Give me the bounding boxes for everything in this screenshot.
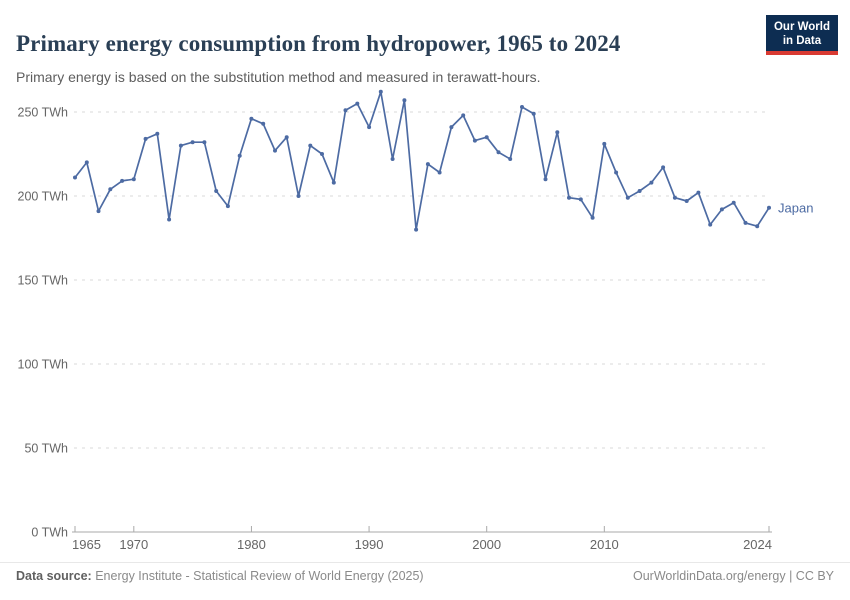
data-point <box>543 177 548 182</box>
y-axis-tick-label: 200 TWh <box>18 190 69 204</box>
data-point <box>437 170 442 175</box>
data-point <box>708 222 713 227</box>
data-point <box>484 135 489 140</box>
y-axis-tick-label: 150 TWh <box>18 274 69 288</box>
owid-logo-line2: in Data <box>782 35 822 47</box>
data-point <box>120 178 125 183</box>
data-point <box>461 113 466 118</box>
page-title: Primary energy consumption from hydropow… <box>16 31 621 57</box>
data-point <box>590 215 595 220</box>
data-point <box>637 189 642 193</box>
line-chart-canvas: 0 TWh 50 TWh 100 TWh 150 TWh 200 TWh 250 TWh 1… <box>18 89 813 552</box>
x-axis-tick-label: 1965 <box>72 537 101 552</box>
data-point <box>402 98 407 103</box>
footer-divider <box>0 562 850 563</box>
data-point <box>625 195 630 200</box>
data-point <box>496 150 501 155</box>
data-source-note: Data source: Energy Institute - Statisti… <box>16 569 424 583</box>
data-point <box>649 180 654 185</box>
data-point <box>331 180 336 185</box>
data-point <box>296 194 301 198</box>
data-point <box>449 125 454 130</box>
data-point <box>414 227 419 232</box>
data-point <box>520 105 524 109</box>
data-point <box>320 152 324 156</box>
y-axis-tick-label: 50 TWh <box>24 442 68 456</box>
data-point <box>202 140 207 145</box>
data-point <box>225 204 230 209</box>
data-point <box>284 135 289 140</box>
data-point <box>167 217 172 222</box>
data-point <box>743 220 748 225</box>
data-point <box>531 111 536 116</box>
y-axis-tick-label: 250 TWh <box>18 106 69 120</box>
data-point <box>555 130 560 135</box>
credit-link[interactable]: OurWorldinData.org/energy | CC BY <box>632 569 834 583</box>
owid-logo[interactable]: Our World in Data <box>765 15 838 55</box>
data-point <box>578 197 583 202</box>
data-point <box>308 143 313 148</box>
data-point <box>602 141 607 146</box>
data-point <box>237 153 242 158</box>
data-point <box>614 170 619 175</box>
data-point <box>661 165 666 170</box>
data-source-text: Energy Institute - Statistical Review of… <box>91 569 424 583</box>
data-point <box>508 157 513 161</box>
data-point <box>355 101 360 106</box>
x-axis-tick-label: 2010 <box>590 537 619 552</box>
data-point <box>190 140 195 145</box>
series-end-label[interactable]: Japan <box>778 200 813 215</box>
x-axis-tick-label: 1990 <box>355 537 384 552</box>
owid-logo-line1: Our World <box>773 21 830 33</box>
data-point <box>84 160 89 165</box>
data-point <box>719 207 724 212</box>
data-point <box>73 175 77 180</box>
series-line-japan[interactable] <box>74 90 770 231</box>
data-point <box>378 89 383 94</box>
data-source-label: Data source: <box>16 569 92 583</box>
data-point <box>390 157 395 161</box>
data-point <box>696 190 701 195</box>
data-point <box>155 131 160 136</box>
data-point <box>425 162 430 167</box>
chart-subtitle: Primary energy is based on the substitut… <box>16 69 541 85</box>
data-point <box>567 195 571 200</box>
data-point <box>472 138 477 143</box>
data-point <box>767 205 771 210</box>
data-point <box>343 108 348 113</box>
data-point <box>684 199 689 203</box>
data-point <box>178 143 183 148</box>
data-point <box>261 121 266 126</box>
x-axis-tick-label: 1980 <box>237 537 266 552</box>
data-point <box>672 195 677 200</box>
data-point <box>96 209 101 214</box>
data-point <box>367 125 372 130</box>
x-axis-tick-label: 1970 <box>119 537 148 552</box>
y-axis-tick-label: 100 TWh <box>18 358 69 372</box>
data-point <box>731 200 736 205</box>
y-axis-tick-label: 0 TWh <box>31 526 68 540</box>
data-point <box>755 224 760 229</box>
x-axis-tick-label: 2000 <box>472 537 501 552</box>
data-point <box>214 189 219 193</box>
data-point <box>143 136 148 141</box>
data-point <box>273 148 277 153</box>
data-point <box>249 116 254 121</box>
x-axis-tick-label: 2024 <box>743 537 772 552</box>
data-point <box>108 187 113 192</box>
data-point <box>131 177 136 182</box>
